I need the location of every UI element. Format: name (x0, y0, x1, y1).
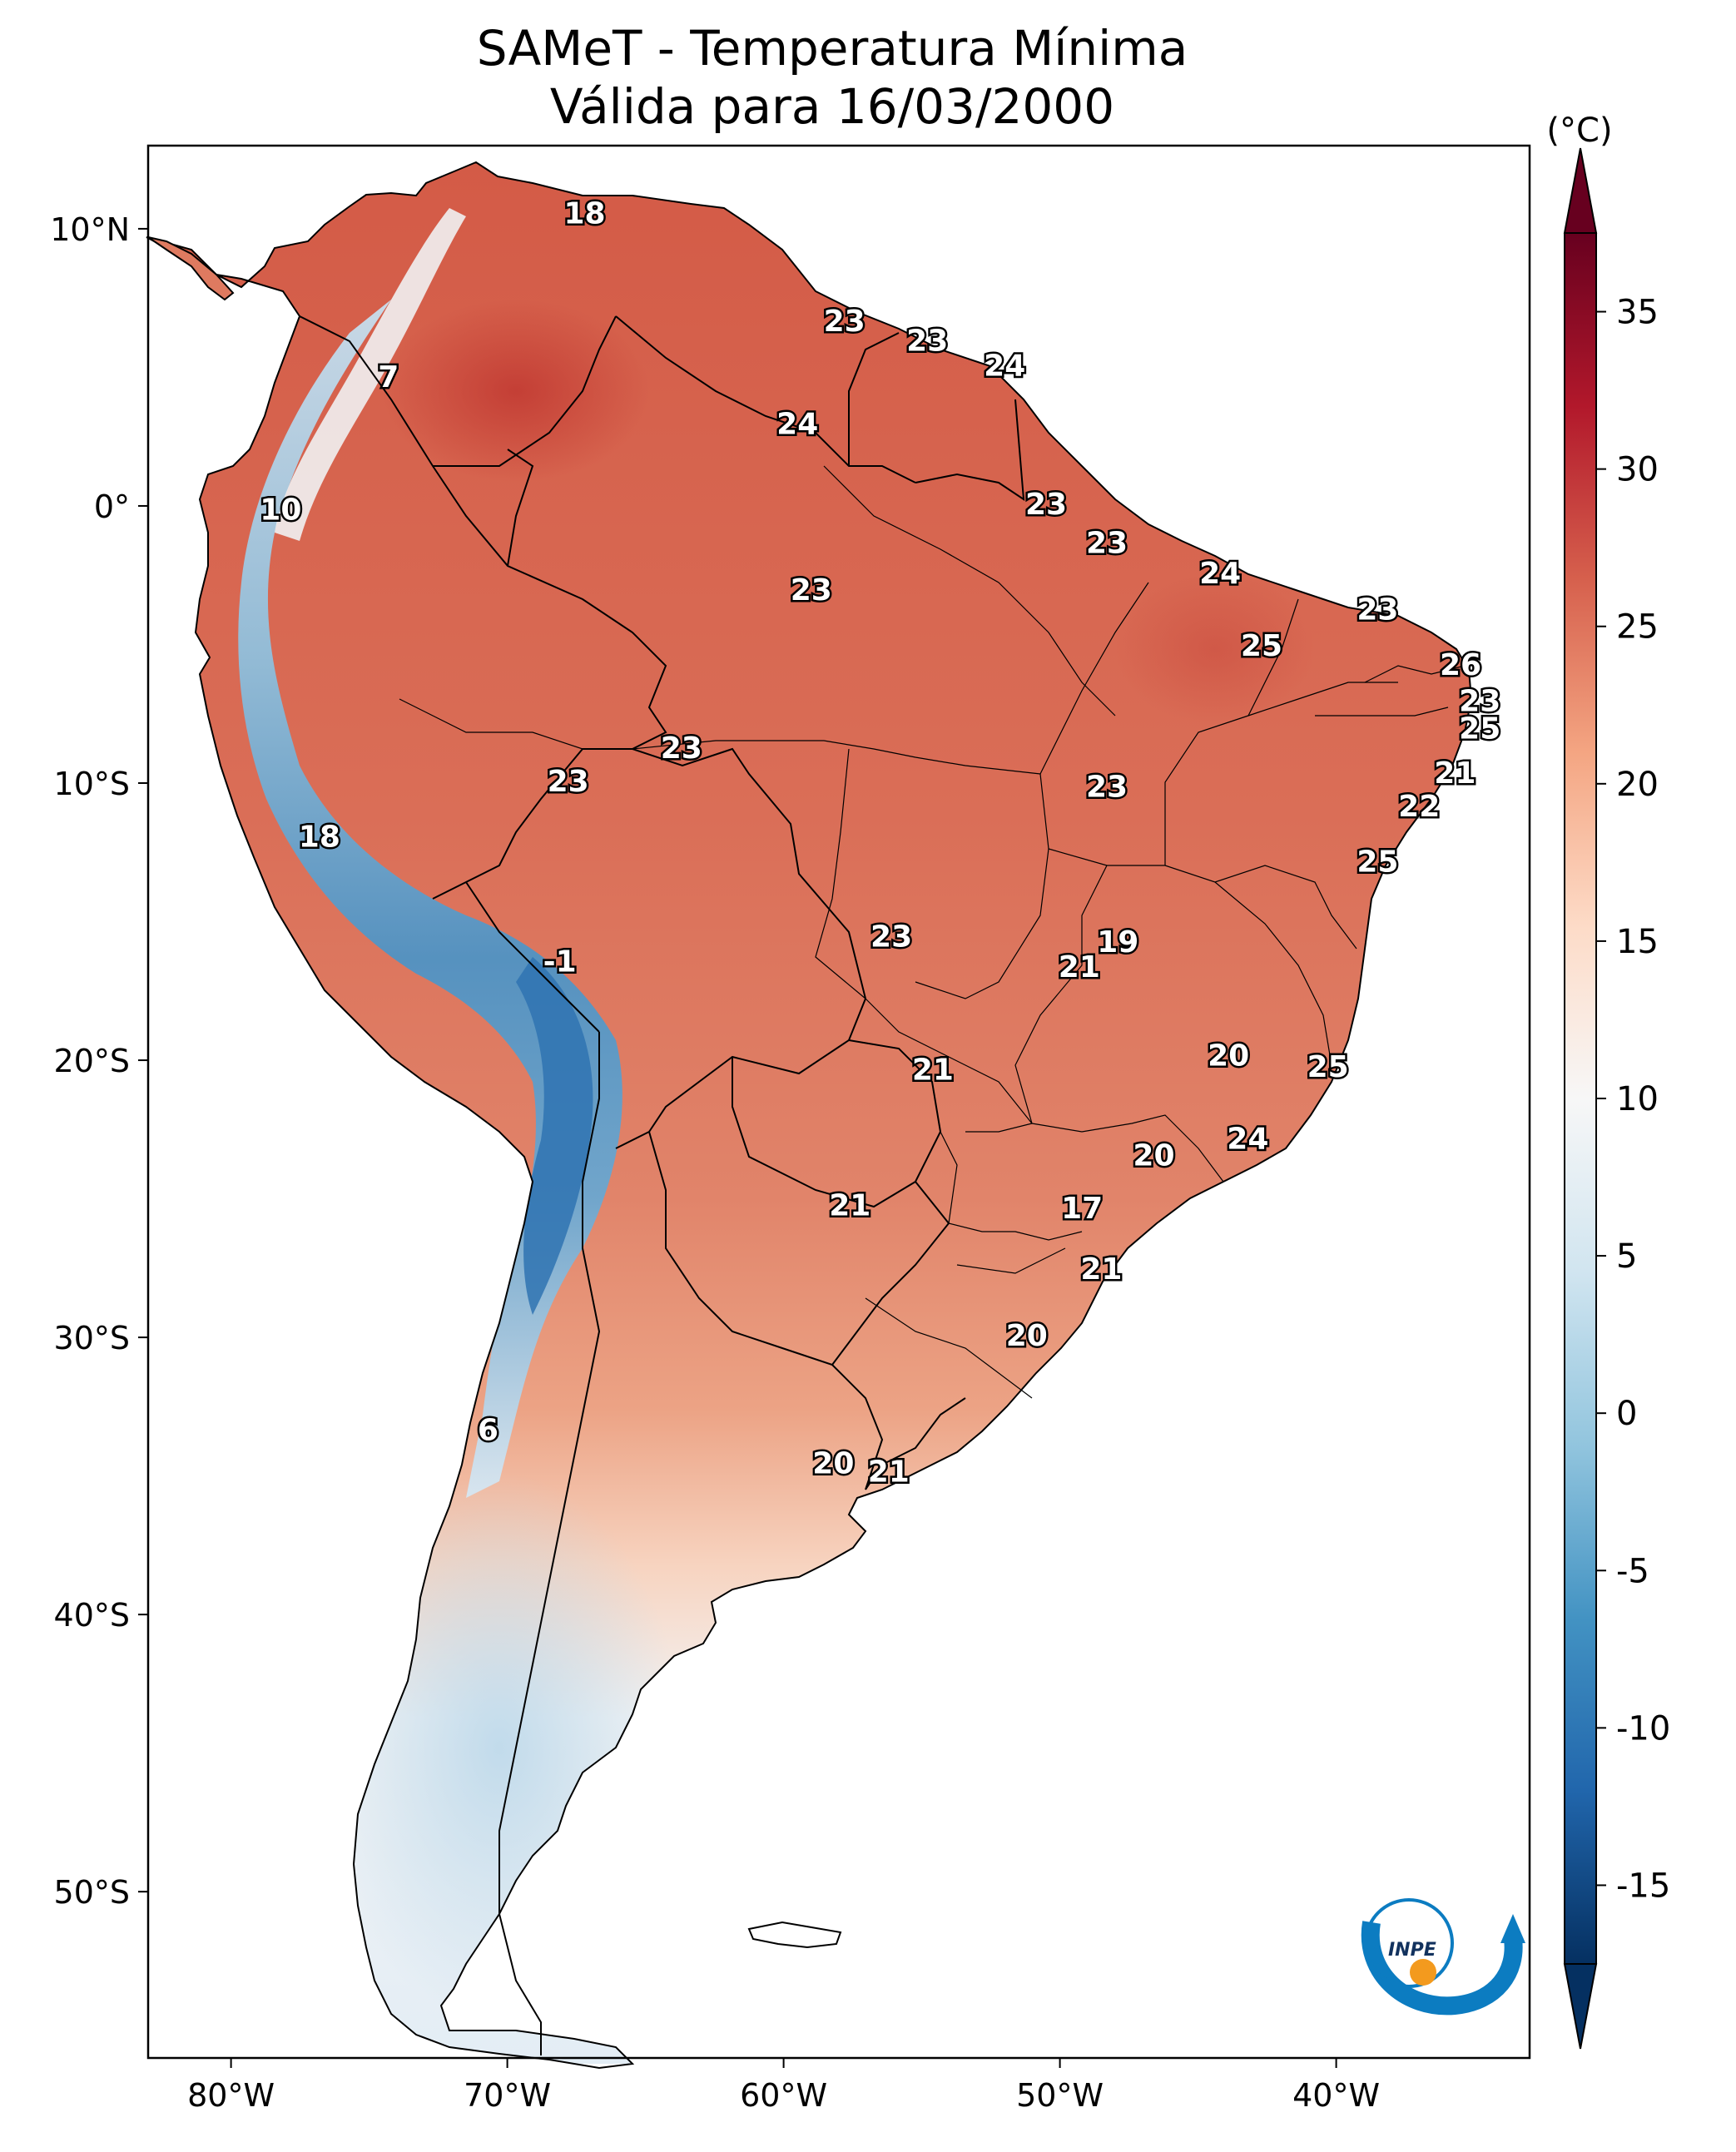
station-value-32: 21 (829, 1189, 870, 1223)
station-value-33: 17 (1061, 1192, 1103, 1226)
lon-tick-label: 50°W (1016, 2077, 1104, 2114)
colorbar-tick-label: 25 (1616, 608, 1659, 647)
logo-sun-icon (1410, 1959, 1436, 1986)
station-value-28: 25 (1307, 1050, 1349, 1084)
lon-tick-label: 60°W (740, 2077, 827, 2114)
colorbar-unit-label: (°C) (1546, 112, 1612, 150)
colorbar-tick-label: 10 (1616, 1080, 1659, 1118)
map-frame (146, 144, 1531, 2060)
station-value-5: 24 (776, 407, 818, 441)
colorbar-tick-label: -5 (1616, 1552, 1649, 1590)
lat-tick-label: 30°S (54, 1320, 130, 1356)
coastline (146, 161, 1473, 2070)
longitude-axis: 80°W 70°W 60°W 50°W 40°W (187, 2058, 1380, 2114)
lat-tick-label: 40°S (54, 1597, 130, 1634)
station-value-22: 25 (1357, 845, 1398, 880)
falkland-islands (747, 1921, 842, 1949)
logo-text: INPE (1388, 1940, 1436, 1961)
colorbar-tick-label: 15 (1616, 923, 1659, 961)
station-value-24: 23 (870, 920, 912, 955)
station-value-0: 18 (564, 196, 606, 231)
station-value-8: 23 (1086, 527, 1128, 561)
logo-swirl-icon (1364, 1898, 1454, 1988)
lat-tick-label: 10°N (50, 211, 130, 248)
colorbar-tick-label: 0 (1616, 1395, 1637, 1433)
lat-tick-label: 0° (94, 488, 130, 525)
station-value-36: 6 (478, 1413, 498, 1447)
station-value-31: 20 (1133, 1139, 1174, 1173)
latitude-axis: 10°N 0° 10°S 20°S 30°S 40°S 50°S (50, 211, 148, 1911)
station-value-6: 10 (260, 493, 301, 528)
station-value-27: 20 (1208, 1039, 1249, 1074)
station-value-15: 25 (1459, 712, 1500, 746)
colorbar-body (1564, 232, 1597, 1965)
station-value-3: 24 (984, 349, 1025, 383)
station-value-21: 18 (299, 821, 340, 855)
station-value-18: 23 (548, 765, 589, 799)
state-borders (399, 465, 1466, 1399)
station-value-4: 7 (378, 360, 399, 394)
station-value-1: 23 (824, 305, 866, 339)
logo-arc-icon (1361, 1921, 1523, 2016)
station-value-17: 21 (1434, 756, 1476, 791)
station-value-38: 21 (868, 1455, 910, 1489)
station-value-29: 21 (912, 1053, 954, 1087)
colorbar-tick-label: 5 (1616, 1237, 1637, 1276)
inpe-logo: INPE (1361, 1898, 1525, 2016)
colorbar-tick-label: 30 (1616, 451, 1659, 489)
lat-tick-label: 20°S (54, 1043, 130, 1079)
station-value-25: 21 (1059, 950, 1100, 984)
colorbar-ticks: 35 30 25 20 15 10 5 0 -5 -10 -15 (1596, 294, 1670, 1905)
station-value-12: 25 (1241, 629, 1282, 663)
station-value-19: 23 (1086, 771, 1128, 805)
station-value-34: 21 (1080, 1252, 1122, 1287)
colorbar-tick-label: -10 (1616, 1709, 1670, 1748)
station-value-30: 24 (1227, 1123, 1268, 1157)
station-value-11: 23 (1357, 593, 1398, 627)
country-borders (299, 315, 1025, 2055)
lon-tick-label: 40°W (1292, 2077, 1380, 2114)
station-value-10: 23 (791, 573, 832, 607)
station-value-37: 20 (812, 1446, 854, 1480)
station-value-2: 23 (906, 324, 948, 358)
station-value-35: 20 (1006, 1319, 1048, 1353)
map-title-line1: SAMeT - Temperatura Mínima (477, 20, 1188, 77)
colorbar: (°C) 35 30 25 20 15 10 5 0 -5 -10 -15 (1546, 112, 1670, 2050)
lat-tick-label: 10°S (54, 766, 130, 802)
map-title-line2: Válida para 16/03/2000 (550, 78, 1114, 135)
lat-tick-label: 50°S (54, 1874, 130, 1911)
colorbar-tick-label: 20 (1616, 766, 1659, 804)
lon-tick-label: 70°W (464, 2077, 551, 2114)
colorbar-tick-label: 35 (1616, 294, 1659, 332)
colorbar-top-arrow (1563, 147, 1598, 234)
station-value-20: 22 (1398, 790, 1440, 824)
colorbar-bottom-arrow (1563, 1963, 1598, 2050)
station-value-14: 23 (1459, 684, 1500, 718)
station-value-26: -1 (543, 945, 577, 979)
station-value-16: 23 (661, 731, 702, 766)
central-america (147, 236, 235, 301)
colorbar-tick-label: -15 (1616, 1867, 1670, 1905)
lon-tick-label: 80°W (187, 2077, 275, 2114)
station-value-9: 24 (1199, 557, 1241, 591)
station-value-23: 19 (1097, 925, 1138, 959)
logo-arrow-icon (1500, 1914, 1525, 1943)
station-value-7: 23 (1025, 488, 1067, 522)
station-value-13: 26 (1440, 648, 1481, 682)
